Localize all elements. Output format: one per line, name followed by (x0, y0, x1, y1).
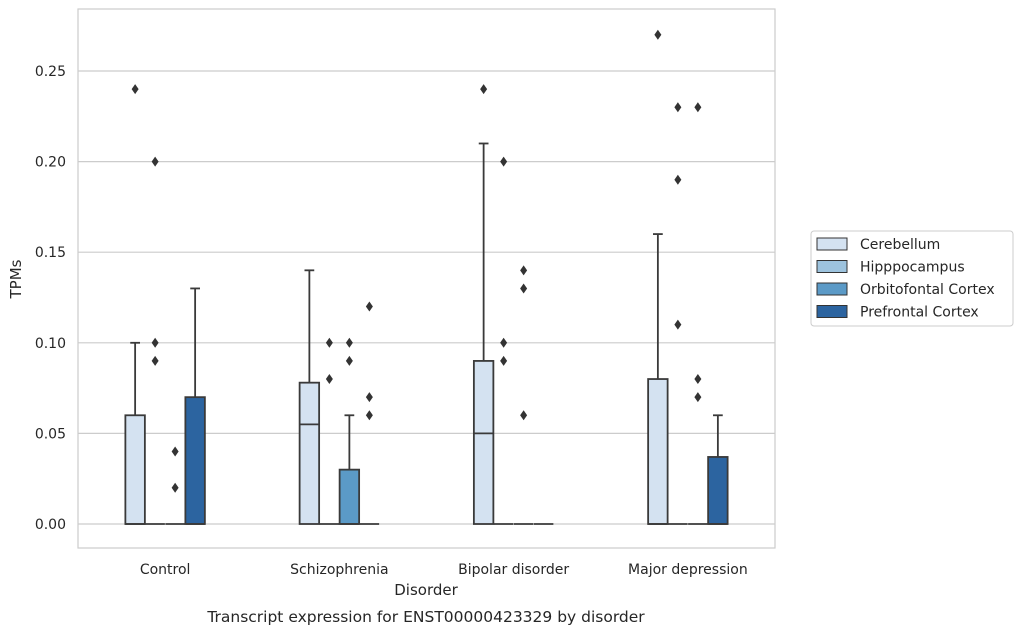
y-tick-label: 0.20 (35, 155, 66, 171)
box-orbitofontal-cortex (165, 446, 185, 525)
x-tick-label: Schizophrenia (290, 562, 388, 578)
box-orbitofontal-cortex (688, 102, 708, 525)
box-body (124, 414, 146, 525)
outlier-point (500, 337, 508, 348)
outlier-point (325, 337, 333, 348)
category-group (472, 84, 554, 525)
box-body (472, 360, 495, 525)
box-hipppocampus (668, 102, 688, 525)
outlier-point (171, 446, 179, 457)
x-tick-label: Control (140, 562, 191, 578)
grid-lines (78, 70, 775, 525)
box-cerebellum (647, 29, 669, 525)
x-ticks: Control Schizophrenia Bipolar disorder Majo… (140, 562, 748, 578)
outlier-point (151, 337, 159, 348)
y-tick-label: 0.00 (35, 517, 66, 533)
outlier-point (365, 392, 373, 403)
outlier-point (694, 102, 702, 113)
box-prefrontal-cortex (707, 414, 729, 525)
box-body (184, 396, 206, 525)
box-orbitofontal-cortex (513, 265, 534, 525)
outlier-point (500, 355, 508, 366)
chart-title: Transcript expression for ENST0000042332… (206, 608, 645, 626)
legend-swatch (816, 260, 848, 273)
category-group (647, 29, 729, 525)
outlier-point (520, 410, 528, 421)
y-tick-label: 0.15 (35, 245, 66, 261)
outlier-point (365, 410, 373, 421)
outlier-point (674, 319, 682, 330)
outlier-point (500, 156, 508, 167)
box-prefrontal-cortex (359, 301, 380, 525)
outlier-point (365, 301, 373, 312)
y-tick-label: 0.25 (35, 64, 66, 80)
box-hipppocampus (319, 337, 340, 525)
outlier-point (151, 355, 159, 366)
x-axis-label: Disorder (394, 581, 458, 599)
legend-frame (810, 230, 1014, 327)
y-axis-label: TPMs (7, 259, 25, 299)
box-hipppocampus (145, 156, 165, 525)
box-cerebellum (472, 84, 495, 525)
box-body (338, 468, 361, 525)
outlier-point (694, 392, 702, 403)
x-tick-label: Bipolar disorder (458, 562, 569, 578)
outlier-point (674, 174, 682, 185)
y-ticks: 0.00 0.05 0.10 0.15 0.20 0.25 (35, 64, 66, 533)
outlier-point (674, 102, 682, 113)
box-body (707, 456, 729, 525)
legend-swatch (816, 305, 848, 318)
outlier-point (131, 84, 139, 95)
outlier-point (520, 265, 528, 276)
legend-swatch (816, 282, 848, 296)
y-tick-label: 0.05 (35, 426, 66, 442)
legend-label: Cerebellum (860, 237, 940, 253)
outlier-point (480, 84, 488, 95)
category-group (298, 269, 380, 525)
outlier-point (520, 283, 528, 294)
box-cerebellum (124, 84, 146, 525)
outlier-point (694, 374, 702, 385)
box-body (647, 378, 669, 525)
legend: Cerebellum Hipppocampus Orbitofontal Corte… (810, 230, 1014, 327)
outlier-point (171, 482, 179, 493)
y-tick-label: 0.10 (35, 336, 66, 352)
category-group (124, 84, 206, 525)
box-hipppocampus (493, 156, 514, 525)
legend-label: Prefrontal Cortex (860, 305, 979, 321)
legend-label: Orbitofontal Cortex (860, 282, 995, 298)
legend-swatch (816, 237, 848, 251)
box-prefrontal-cortex (184, 287, 206, 525)
box-body (298, 381, 321, 525)
outlier-point (325, 374, 333, 385)
box-groups (124, 29, 729, 525)
x-tick-label: Major depression (628, 562, 748, 578)
plot-frame (77, 8, 776, 549)
outlier-point (151, 156, 159, 167)
outlier-point (345, 337, 353, 348)
box-cerebellum (298, 269, 321, 525)
outlier-point (654, 29, 662, 40)
box-orbitofontal-cortex (338, 337, 361, 525)
outlier-point (345, 355, 353, 366)
legend-label: Hipppocampus (860, 260, 965, 276)
